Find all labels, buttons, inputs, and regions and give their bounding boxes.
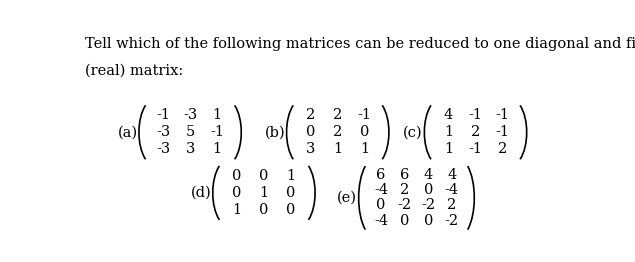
Text: 0: 0 <box>232 186 241 200</box>
Text: 1: 1 <box>333 143 342 156</box>
Text: 1: 1 <box>213 143 222 156</box>
Text: 2: 2 <box>447 198 457 212</box>
Text: 4: 4 <box>424 168 433 182</box>
Text: 2: 2 <box>306 108 316 122</box>
Text: 0: 0 <box>424 214 433 228</box>
Text: 1: 1 <box>259 186 269 200</box>
Text: 2: 2 <box>333 125 342 139</box>
Text: (e): (e) <box>337 191 358 205</box>
Text: -1: -1 <box>210 125 224 139</box>
Text: (c): (c) <box>403 125 422 139</box>
Text: -3: -3 <box>183 108 197 122</box>
Text: -4: -4 <box>445 183 459 197</box>
Text: 1: 1 <box>444 125 453 139</box>
Text: 6: 6 <box>400 168 410 182</box>
Text: 2: 2 <box>333 108 342 122</box>
Text: 0: 0 <box>360 125 370 139</box>
Text: -1: -1 <box>469 143 483 156</box>
Text: Tell which of the following matrices can be reduced to one diagonal and find a c: Tell which of the following matrices can… <box>85 37 635 52</box>
Text: -1: -1 <box>495 108 510 122</box>
Text: 2: 2 <box>471 125 480 139</box>
Text: 4: 4 <box>444 108 453 122</box>
Text: -3: -3 <box>156 125 170 139</box>
Text: 1: 1 <box>444 143 453 156</box>
Text: 0: 0 <box>286 186 296 200</box>
Text: (real) matrix:: (real) matrix: <box>85 64 184 78</box>
Text: 0: 0 <box>259 203 269 217</box>
Text: -4: -4 <box>374 183 388 197</box>
Text: 3: 3 <box>306 143 316 156</box>
Text: 0: 0 <box>424 183 433 197</box>
Text: 1: 1 <box>286 169 295 183</box>
Text: 0: 0 <box>232 169 241 183</box>
Text: 2: 2 <box>400 183 410 197</box>
Text: -3: -3 <box>156 143 170 156</box>
Text: 0: 0 <box>377 198 385 212</box>
Text: 1: 1 <box>360 143 370 156</box>
Text: 6: 6 <box>377 168 385 182</box>
Text: 1: 1 <box>232 203 241 217</box>
Text: 2: 2 <box>498 143 507 156</box>
Text: -1: -1 <box>495 125 510 139</box>
Text: -2: -2 <box>421 198 436 212</box>
Text: -1: -1 <box>469 108 483 122</box>
Text: -2: -2 <box>445 214 459 228</box>
Text: 1: 1 <box>213 108 222 122</box>
Text: -2: -2 <box>398 198 411 212</box>
Text: 3: 3 <box>185 143 195 156</box>
Text: 0: 0 <box>259 169 269 183</box>
Text: -1: -1 <box>358 108 372 122</box>
Text: 5: 5 <box>185 125 195 139</box>
Text: (a): (a) <box>117 125 138 139</box>
Text: 0: 0 <box>306 125 316 139</box>
Text: 4: 4 <box>447 168 457 182</box>
Text: (b): (b) <box>265 125 286 139</box>
Text: 0: 0 <box>286 203 296 217</box>
Text: -1: -1 <box>156 108 170 122</box>
Text: -4: -4 <box>374 214 388 228</box>
Text: (d): (d) <box>191 186 212 200</box>
Text: 0: 0 <box>400 214 410 228</box>
